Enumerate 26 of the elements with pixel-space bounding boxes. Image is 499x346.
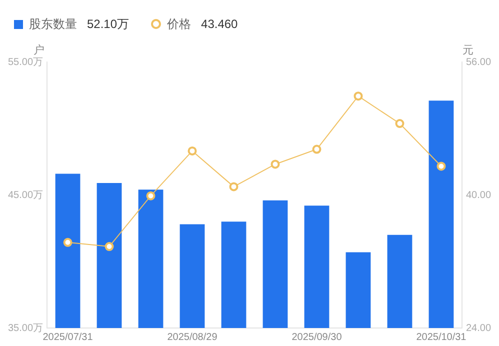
x-tick-label: 2025/07/31 bbox=[42, 332, 94, 343]
text: 43.460 bbox=[201, 17, 238, 31]
y2-tick-label: 56.00 bbox=[466, 56, 492, 68]
y2-tick-label: 24.00 bbox=[466, 322, 492, 334]
y-tick-label: 45.00万 bbox=[8, 190, 44, 201]
legend-label: 价格 bbox=[167, 16, 192, 32]
point bbox=[229, 182, 238, 192]
y-axis-title: 户 bbox=[34, 44, 45, 57]
point bbox=[146, 191, 156, 200]
x-tick-label: 2025/10/31 bbox=[416, 332, 467, 343]
x-tick-label: 2025/08/29 bbox=[167, 332, 218, 343]
point bbox=[270, 160, 280, 169]
point bbox=[104, 242, 114, 252]
x-tick-label: 2025/09/30 bbox=[292, 332, 342, 343]
y2-tick-label: 40.00 bbox=[466, 190, 492, 201]
point bbox=[354, 92, 363, 101]
point bbox=[395, 119, 404, 128]
point bbox=[436, 162, 446, 171]
point bbox=[63, 238, 72, 247]
y-tick-label: 35.00万 bbox=[8, 322, 44, 334]
point bbox=[312, 144, 322, 154]
y2-axis-title: 元 bbox=[462, 44, 474, 57]
legend-label: 股东数量 bbox=[29, 16, 77, 32]
point bbox=[188, 146, 197, 156]
text: 52.10万 bbox=[87, 16, 130, 32]
y-tick-label: 55.00万 bbox=[8, 56, 44, 68]
